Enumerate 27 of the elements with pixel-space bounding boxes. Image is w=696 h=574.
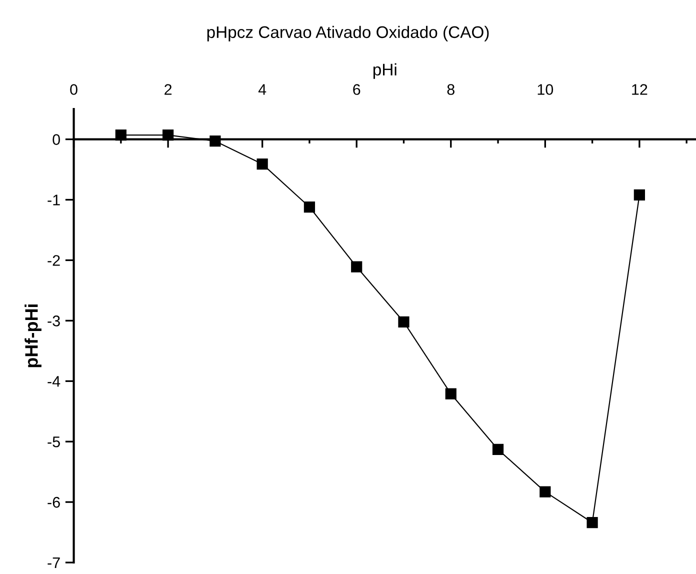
point: [256, 158, 268, 170]
point: [351, 261, 362, 272]
y-tick-label: -5: [48, 436, 60, 448]
x-tick-label: 10: [538, 84, 554, 95]
y-tick-label: -1: [48, 194, 60, 206]
x-tick-label: 6: [353, 84, 360, 95]
y-tick-label: -4: [48, 376, 60, 387]
x-tick-label: 2: [164, 84, 172, 95]
x-tick-label: 12: [632, 84, 648, 95]
x-tick-label: 4: [258, 84, 266, 95]
x-tick-label: 0: [70, 84, 78, 95]
y-tick-label: -7: [48, 558, 60, 568]
y-tick-label: 0: [52, 134, 60, 145]
x-axis-title: pHi: [373, 63, 396, 79]
y-tick-label: -3: [48, 316, 60, 326]
point: [586, 517, 598, 528]
point: [634, 189, 645, 200]
x-tick-label: 8: [447, 84, 454, 95]
y-tick-label: -6: [48, 496, 60, 508]
point: [492, 444, 504, 456]
point: [540, 486, 551, 498]
y-tick-label: -2: [48, 255, 60, 266]
point: [398, 316, 410, 328]
point: [304, 201, 316, 213]
y-axis-title: pHf-pHi: [24, 304, 42, 368]
point: [445, 388, 456, 400]
chart-title: pHpcz Carvao Ativado Oxidado (CAO): [207, 26, 489, 42]
